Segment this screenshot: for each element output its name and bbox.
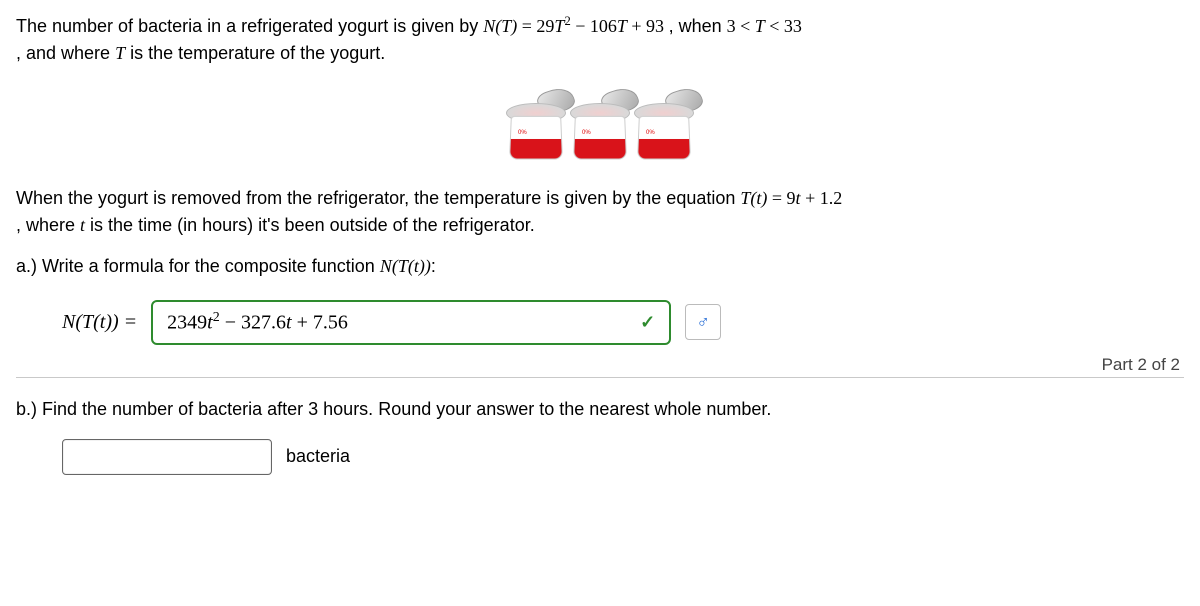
preview-button[interactable]: ♂ — [685, 304, 721, 340]
yogurt-cup: 0% — [504, 89, 568, 159]
part-b-unit: bacteria — [286, 446, 350, 467]
intro-text-1: The number of bacteria in a refrigerated… — [16, 16, 483, 36]
part-b-prompt: b.) Find the number of bacteria after 3 … — [16, 396, 1184, 423]
yogurt-cup: 0% — [568, 89, 632, 159]
part-a-answer-row: N(T(t)) = 2349t2 − 327.6t + 7.56 ✓ ♂ — [62, 300, 1184, 345]
temperature-paragraph: When the yogurt is removed from the refr… — [16, 185, 1184, 239]
intro-paragraph: The number of bacteria in a refrigerated… — [16, 12, 1184, 67]
separator — [16, 377, 1184, 378]
intro-text-2: , when — [669, 16, 727, 36]
part-b-input-row: bacteria — [62, 439, 1184, 475]
part-a-prompt: a.) Write a formula for the composite fu… — [16, 253, 1184, 280]
part-a-answer-box[interactable]: 2349t2 − 327.6t + 7.56 ✓ — [151, 300, 671, 345]
eq1: N(T) = 29T2 − 106T + 93 — [483, 16, 668, 36]
yogurt-image: 0% 0% 0% — [16, 89, 1184, 159]
yogurt-cup: 0% — [632, 89, 696, 159]
preview-icon: ♂ — [696, 312, 710, 333]
eq2: T(t) = 9t + 1.2 — [740, 188, 842, 208]
intro-text-3: , and where — [16, 43, 115, 63]
part-a-answer-text: 2349t2 − 327.6t + 7.56 — [167, 310, 348, 335]
part-label: Part 2 of 2 — [16, 355, 1180, 375]
domain: 3 < T < 33 — [727, 16, 802, 36]
check-icon: ✓ — [640, 312, 655, 333]
intro-text-4: is the temperature of the yogurt. — [125, 43, 385, 63]
part-a-lhs: N(T(t)) = — [62, 311, 137, 334]
part-b-input[interactable] — [62, 439, 272, 475]
